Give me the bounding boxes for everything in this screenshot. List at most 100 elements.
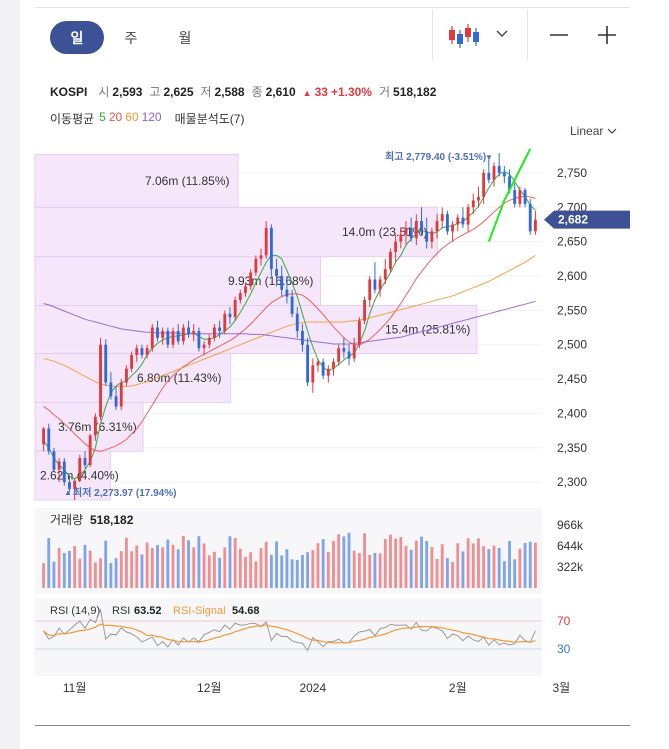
volume-bar [311, 550, 315, 588]
candle-body [254, 258, 258, 273]
volume-bar [88, 550, 92, 588]
candle-body [130, 355, 134, 369]
volume-bar [109, 563, 113, 588]
candle-body [150, 327, 154, 349]
volume-bar [497, 547, 501, 588]
tab-day[interactable]: 일 [50, 21, 104, 54]
zoom-in-button[interactable] [592, 20, 622, 50]
candle-body [176, 330, 180, 342]
volume-bar [373, 552, 377, 588]
ma-title[interactable]: 이동평균 [50, 112, 95, 126]
candle-body [57, 461, 61, 470]
volume-bar [197, 536, 201, 588]
high-label: 고 [149, 85, 161, 99]
ma-5-label: 5 [99, 110, 106, 124]
volume-bar [238, 548, 242, 588]
volume-profile-label: 9.93m (16.68%) [228, 274, 313, 288]
volume-bar [207, 555, 211, 588]
rsi-line [43, 607, 536, 652]
volume-bar [223, 547, 227, 588]
candle-body [378, 279, 382, 290]
volume-bar [181, 535, 185, 588]
candle-body [311, 365, 315, 383]
volume-bar [73, 546, 77, 588]
candle-body [73, 480, 77, 490]
volume-bar [52, 561, 56, 588]
volume-bar [502, 561, 506, 588]
candle-body [326, 368, 330, 376]
rsi-title: RSI (14,9) [50, 605, 100, 617]
ma-120-label: 120 [141, 110, 162, 124]
candle-body [42, 428, 46, 445]
close-value: 2,610 [265, 85, 296, 99]
ma-60-line [43, 254, 536, 388]
candle-body [124, 368, 128, 383]
volume-bar [440, 544, 444, 588]
volume-bar [161, 547, 165, 588]
volume-bar [326, 551, 330, 588]
candle-body [332, 361, 335, 369]
volume-bar [150, 547, 154, 588]
candle-body [249, 272, 253, 287]
candle-body [264, 227, 268, 256]
volume-bar [275, 541, 278, 588]
volume-profile-toggle[interactable]: 매물분석도(7) [174, 112, 245, 126]
tab-week[interactable]: 주 [124, 29, 138, 46]
volume-bar [337, 534, 341, 588]
volume-bar [487, 549, 491, 588]
volume-bar [280, 555, 284, 588]
volume-bar [435, 558, 439, 588]
volume-bar [321, 539, 325, 588]
candle-body [140, 348, 144, 356]
x-tick-label: 3월 [552, 681, 570, 695]
low-annotation: 최저 2,273.97 (17.94%) [73, 486, 176, 499]
volume-tick-label: 644k [557, 539, 584, 553]
candle-body [228, 313, 232, 318]
candle-body [409, 227, 413, 239]
volume-bar [254, 561, 258, 588]
volume-bar [57, 547, 61, 588]
volume-bar [451, 562, 455, 588]
zoom-out-button[interactable] [544, 20, 574, 50]
candle-body [461, 217, 465, 225]
candle-body [352, 344, 356, 359]
volume-bar [290, 559, 294, 588]
candle-body [420, 221, 423, 232]
chevron-down-icon[interactable] [495, 24, 509, 44]
indicator-legend: 이동평균 5 20 60 120 매물분석도(7) [50, 110, 244, 127]
candle-body [357, 320, 361, 345]
candle-body [487, 172, 491, 180]
volume-bar [404, 545, 408, 588]
toolbar-separator [432, 10, 433, 60]
open-label: 시 [98, 85, 110, 99]
volume-bar [264, 541, 268, 588]
trend-line [487, 148, 532, 243]
candle-body [197, 330, 201, 349]
volume-bar [342, 536, 346, 588]
volume-bar [285, 549, 289, 588]
volume-bar [399, 536, 403, 588]
volume-bar [368, 554, 372, 588]
candle-body [533, 219, 537, 232]
volume-bar [249, 552, 253, 588]
top-divider [35, 7, 630, 8]
volume-bar [420, 536, 423, 588]
period-tabs: 일 주 월 [50, 21, 212, 54]
candle-body [93, 416, 97, 436]
candle-body [477, 196, 480, 201]
left-gutter [0, 0, 20, 749]
scale-selector[interactable]: Linear [570, 124, 617, 138]
tab-month[interactable]: 월 [178, 29, 192, 46]
candle-body [482, 172, 486, 197]
candlestick-icon[interactable] [446, 22, 480, 50]
volume-bar [518, 548, 522, 588]
ma-60-label: 60 [125, 110, 139, 124]
candle-body [389, 251, 392, 270]
candle-body [337, 348, 341, 362]
volume-bar [244, 556, 247, 588]
volume-profile-bar [34, 153, 239, 208]
candle-body [52, 451, 56, 470]
low-marker: ▲ [64, 488, 72, 497]
volume-bar [528, 541, 532, 588]
